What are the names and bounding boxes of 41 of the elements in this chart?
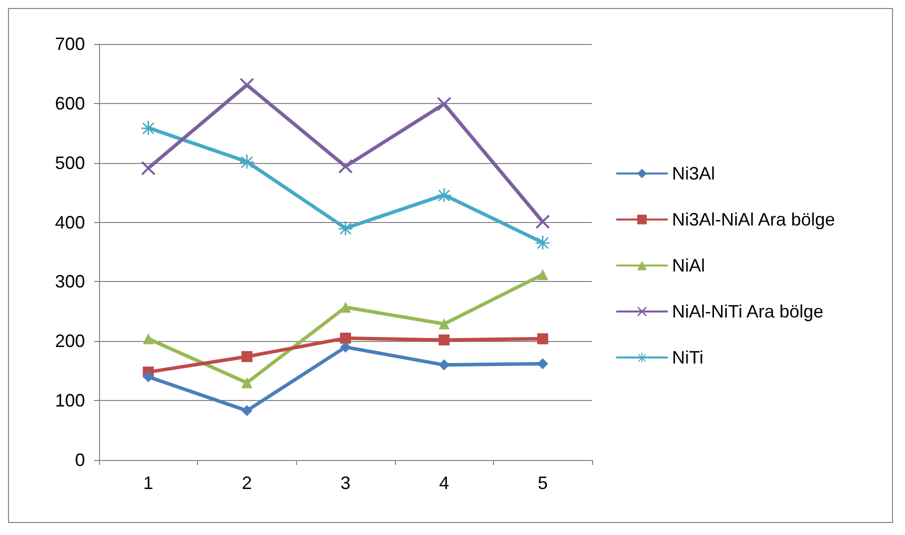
point [141,161,156,176]
point [338,221,352,236]
x-tick-label: 4 [439,473,450,493]
y-tick-label: 400 [54,212,85,232]
point [141,120,156,135]
y-tick-label: 600 [54,93,85,114]
legend-label: Ni3Al [672,164,716,184]
point [437,97,452,112]
y-tick-label: 200 [54,331,85,352]
point [142,333,154,344]
y-tick-label: 500 [54,152,85,173]
point [241,405,252,416]
point [340,342,351,353]
point [241,351,252,362]
point [340,302,351,313]
x-tick-label: 1 [143,473,154,493]
point [537,358,548,370]
point [438,318,450,330]
point [240,154,254,169]
point [142,371,154,382]
point [537,333,548,344]
point [536,235,550,250]
legend-label: NiAl-NiTi Ara bölge [672,302,824,322]
point [240,78,254,92]
point [537,269,548,280]
y-tick-label: 100 [54,390,85,411]
x-tick-label: 5 [538,473,548,493]
point [340,332,351,344]
point [338,159,352,174]
y-tick-label: 700 [54,34,85,54]
legend-label: Ni3Al-NiAl Ara bölge [672,210,836,230]
legend-label: NiTi [672,348,704,368]
x-tick-label: 3 [340,473,351,493]
x-tick-label: 2 [242,473,252,493]
legend-label: NiAl [672,256,706,276]
point [536,214,550,229]
point [438,334,450,346]
point [241,377,252,388]
point [437,188,452,202]
y-tick-label: 0 [74,450,85,470]
y-tick-label: 300 [54,272,85,292]
